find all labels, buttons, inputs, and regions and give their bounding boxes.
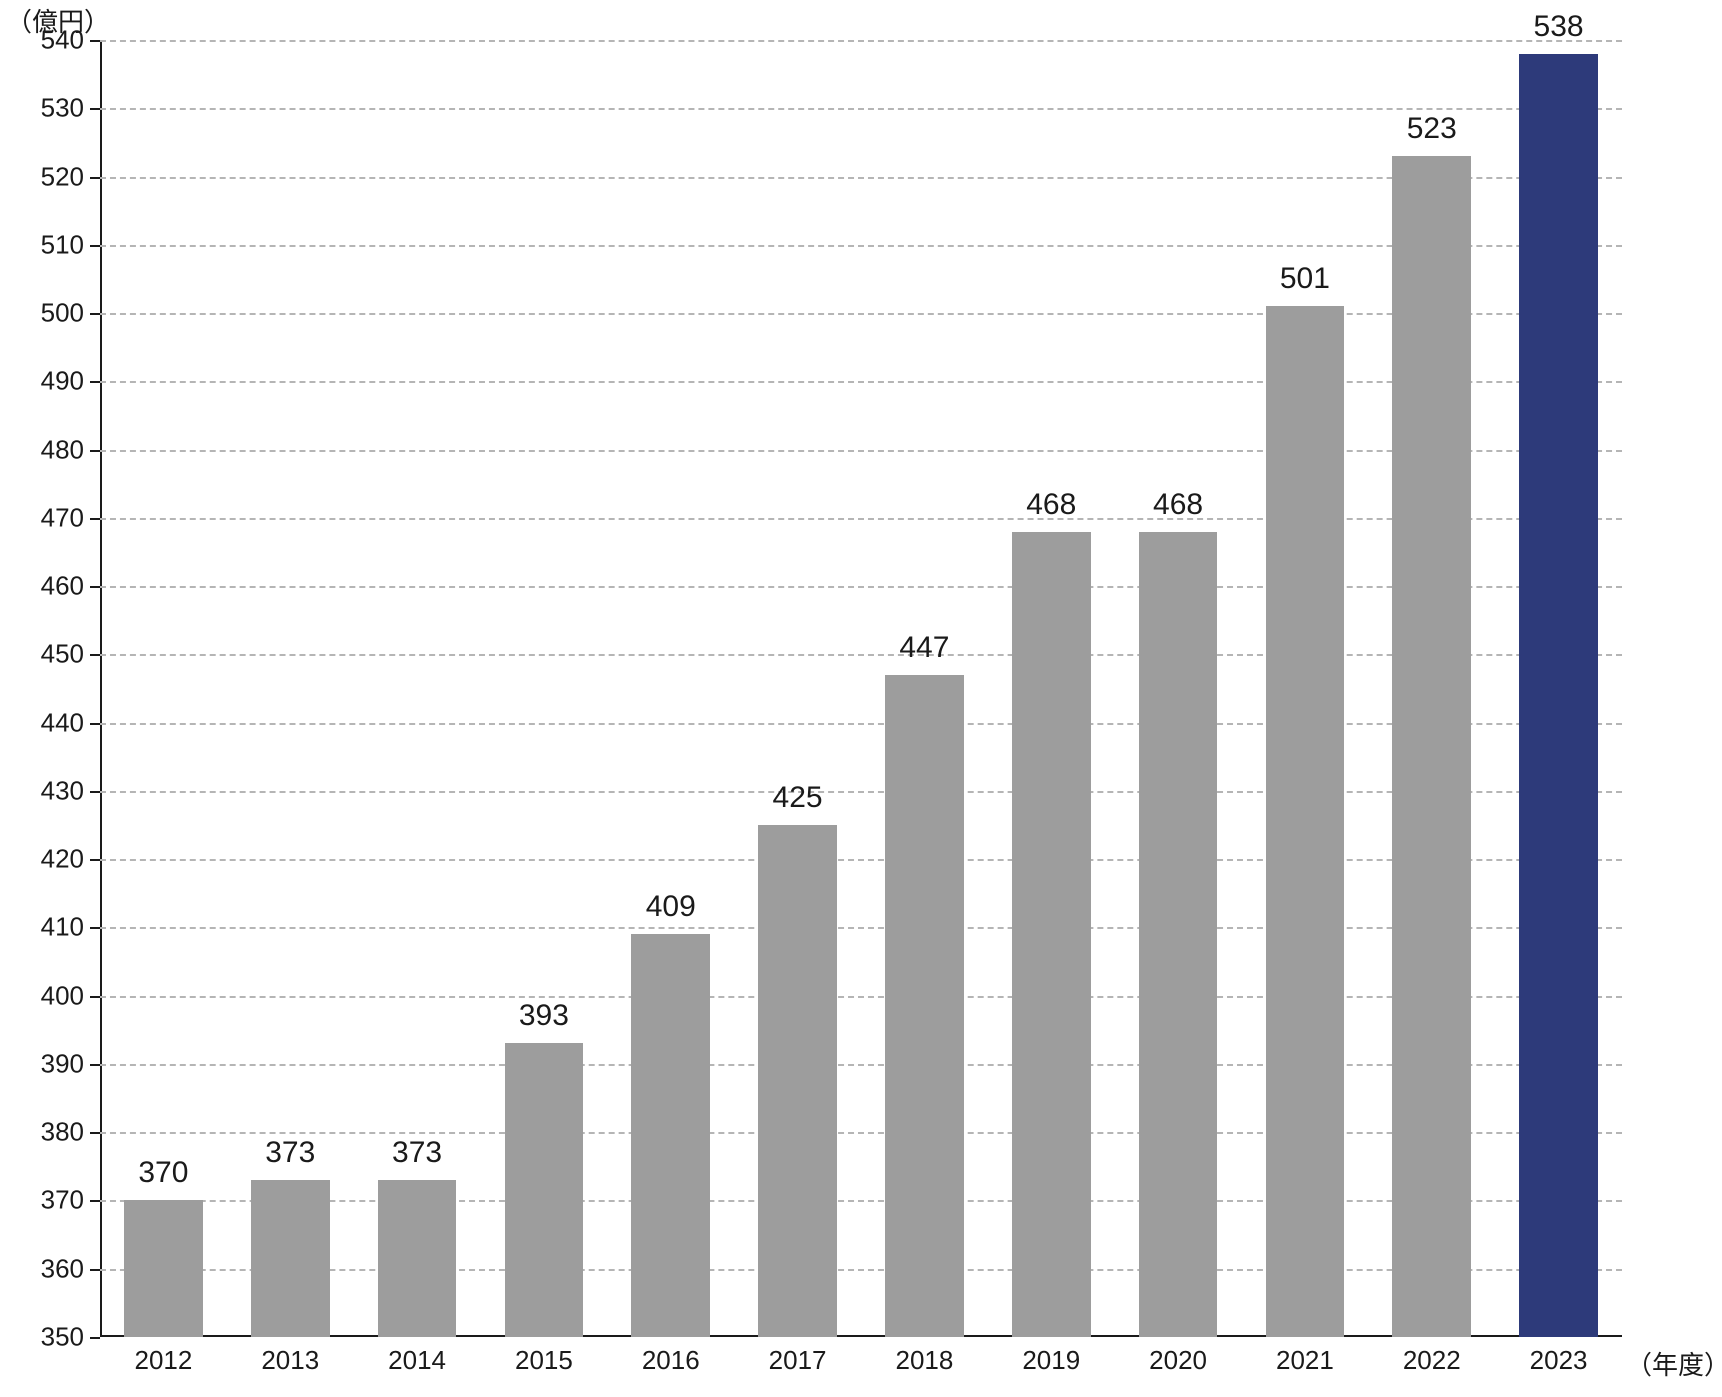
bar-value-label: 501: [1280, 262, 1330, 296]
bar: 468: [1012, 532, 1091, 1338]
x-tick-label: 2014: [388, 1345, 446, 1376]
bar: 393: [505, 1043, 584, 1337]
x-tick-label: 2020: [1149, 1345, 1207, 1376]
x-tick-label: 2019: [1022, 1345, 1080, 1376]
y-tick-label: 440: [41, 707, 84, 738]
y-tick-label: 490: [41, 366, 84, 397]
bar-value-label: 468: [1153, 488, 1203, 522]
y-tick-mark: [90, 996, 100, 998]
y-tick-mark: [90, 791, 100, 793]
bar: 409: [631, 934, 710, 1337]
bar: 538: [1519, 54, 1598, 1337]
y-tick-mark: [90, 1200, 100, 1202]
y-tick-label: 400: [41, 980, 84, 1011]
x-axis-unit-label: （年度）: [1626, 1345, 1722, 1382]
bar-value-label: 393: [519, 999, 569, 1033]
y-tick-label: 380: [41, 1117, 84, 1148]
y-tick-label: 470: [41, 502, 84, 533]
y-tick-mark: [90, 450, 100, 452]
bar: 447: [885, 675, 964, 1337]
y-tick-label: 530: [41, 93, 84, 124]
y-tick-label: 370: [41, 1185, 84, 1216]
y-tick-mark: [90, 586, 100, 588]
y-tick-label: 420: [41, 844, 84, 875]
y-tick-label: 350: [41, 1322, 84, 1353]
bar-value-label: 447: [899, 631, 949, 665]
y-tick-mark: [90, 927, 100, 929]
y-tick-mark: [90, 245, 100, 247]
y-tick-mark: [90, 177, 100, 179]
bar: 468: [1139, 532, 1218, 1338]
bar: 501: [1266, 306, 1345, 1337]
y-tick-label: 430: [41, 775, 84, 806]
bar: 425: [758, 825, 837, 1337]
y-tick-mark: [90, 1337, 100, 1339]
x-tick-label: 2023: [1530, 1345, 1588, 1376]
y-tick-mark: [90, 723, 100, 725]
y-tick-label: 360: [41, 1253, 84, 1284]
y-tick-label: 450: [41, 639, 84, 670]
y-tick-label: 480: [41, 434, 84, 465]
x-tick-label: 2021: [1276, 1345, 1334, 1376]
y-tick-label: 410: [41, 912, 84, 943]
bar-value-label: 425: [773, 781, 823, 815]
plot-area: 370 373 373 393 409 425 447 468 468 501 523 538: [100, 40, 1622, 1337]
x-tick-label: 2013: [261, 1345, 319, 1376]
x-tick-label: 2012: [134, 1345, 192, 1376]
bar-chart: （億円） 37037337339340942544746846850152353…: [0, 0, 1722, 1397]
bar-value-label: 468: [1026, 488, 1076, 522]
y-tick-label: 390: [41, 1048, 84, 1079]
y-tick-mark: [90, 859, 100, 861]
x-tick-label: 2017: [769, 1345, 827, 1376]
x-tick-label: 2018: [895, 1345, 953, 1376]
y-tick-label: 540: [41, 25, 84, 56]
bar-value-label: 370: [138, 1156, 188, 1190]
y-tick-label: 500: [41, 298, 84, 329]
y-tick-mark: [90, 1064, 100, 1066]
bar: 370: [124, 1200, 203, 1337]
bar: 523: [1392, 156, 1471, 1337]
bar: 373: [251, 1180, 330, 1337]
y-tick-mark: [90, 654, 100, 656]
y-tick-mark: [90, 518, 100, 520]
y-tick-label: 510: [41, 229, 84, 260]
bar-value-label: 538: [1534, 10, 1584, 44]
x-tick-label: 2022: [1403, 1345, 1461, 1376]
bar-value-label: 373: [392, 1136, 442, 1170]
y-tick-mark: [90, 1132, 100, 1134]
bar-value-label: 409: [646, 890, 696, 924]
y-tick-label: 460: [41, 571, 84, 602]
y-tick-mark: [90, 313, 100, 315]
y-tick-mark: [90, 40, 100, 42]
bar-value-label: 373: [265, 1136, 315, 1170]
y-tick-mark: [90, 108, 100, 110]
x-tick-label: 2016: [642, 1345, 700, 1376]
bar: 373: [378, 1180, 457, 1337]
bars-group: 370 373 373 393 409 425 447 468 468 501 523 538: [100, 40, 1622, 1337]
x-tick-label: 2015: [515, 1345, 573, 1376]
bar-value-label: 523: [1407, 112, 1457, 146]
y-tick-mark: [90, 1269, 100, 1271]
y-tick-label: 520: [41, 161, 84, 192]
y-tick-mark: [90, 381, 100, 383]
